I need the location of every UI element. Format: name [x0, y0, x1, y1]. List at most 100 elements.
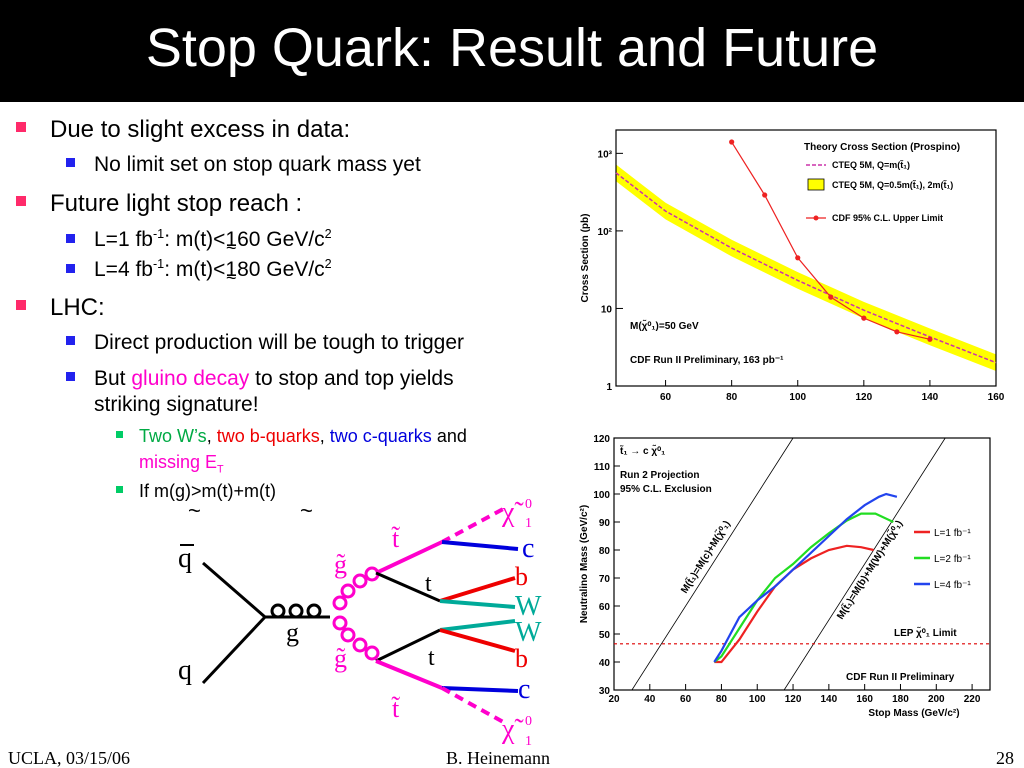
y-tick-label: 50 [599, 630, 611, 641]
annotation-cdf-run: CDF Run II Preliminary, 163 pb⁻¹ [630, 355, 784, 366]
x-tick-label: 60 [660, 392, 672, 403]
y-tick-label: 80 [599, 546, 611, 557]
tilde-mark: ~ [226, 238, 237, 258]
annotation-lep: LEP χ̃⁰₁ Limit [894, 626, 957, 639]
bullet-marker [66, 264, 75, 273]
legend-swatch [807, 178, 825, 191]
x-tick-label: 80 [726, 392, 738, 403]
bullet-marker [116, 431, 123, 438]
neutralino-label-down: χ̃ [501, 714, 524, 745]
bullet-4fb: L=4 fb-1: m(t)<180 GeV/c2 [94, 257, 332, 281]
y-tick-label: 120 [593, 434, 610, 445]
limit-point [861, 315, 867, 321]
bullet-marker [66, 336, 75, 345]
b-line-up [439, 576, 516, 603]
x-tick-label: 80 [716, 694, 728, 705]
tilde-mark: ~ [226, 268, 237, 288]
w-line-down [439, 619, 516, 632]
chart-title: Theory Cross Section (Prospino) [804, 142, 960, 153]
y-axis-label: Cross Section (pb) [580, 214, 591, 303]
x-tick-label: 140 [821, 694, 838, 705]
y-tick-label: 1 [606, 382, 612, 393]
b-label-up: b [515, 562, 528, 591]
neutralino-label-up: χ̃ [501, 497, 524, 528]
chart-background [574, 424, 1022, 724]
bullet-signature-line2: missing ET [139, 452, 224, 476]
x-tick-label: 120 [855, 392, 872, 403]
charm-label-up: c [522, 533, 534, 564]
y-tick-label: 60 [599, 602, 611, 613]
bullet-marker [16, 196, 26, 206]
bullet-lhc: LHC: [50, 294, 105, 321]
theory-uncertainty-band [616, 164, 996, 371]
quark-line-in [201, 615, 267, 685]
limit-point [795, 255, 801, 261]
x-tick-label: 160 [856, 694, 873, 705]
limit-point [894, 329, 900, 335]
bullet-gluino-decay-line2: striking signature! [94, 393, 259, 416]
bullet-gluino-decay: But gluino decay to stop and top yields [94, 367, 454, 390]
limit-point [762, 192, 768, 198]
neutralino-sub: 1 [525, 516, 532, 531]
bullet-mass-condition: If m(g)>m(t)+m(t) [139, 481, 276, 501]
stop-line-down [375, 659, 443, 690]
y-tick-label: 100 [593, 490, 610, 501]
legend-entry: CDF 95% C.L. Upper Limit [832, 213, 943, 223]
exclusion-curve [713, 512, 894, 663]
y-tick-label: 90 [599, 518, 611, 529]
gluon-label: g [286, 618, 299, 647]
y-tick-label: 110 [594, 462, 611, 473]
x-tick-label: 160 [988, 392, 1005, 403]
y-tick-label: 10³ [598, 149, 613, 160]
quark-label: q [178, 655, 192, 686]
bullet-direct-production: Direct production will be tough to trigg… [94, 331, 465, 354]
kinematic-limit-c [631, 437, 794, 691]
exclusion-chart: 20 40 60 80 100 120 140 160 180 200 220 30 40 50 60 70 8… [574, 424, 1022, 724]
limit-point [828, 294, 834, 300]
legend-entry: CTEQ 5M, Q=m(t̃₁) [832, 159, 910, 170]
bullet-excess: Due to slight excess in data: [50, 116, 351, 143]
gluino-label-down: g̃ [334, 644, 347, 673]
gluino-label-up: g̃ [334, 550, 347, 579]
tilde-mark: ~ [188, 498, 201, 523]
w-line-up [439, 599, 516, 609]
exclusion-curve [713, 492, 898, 663]
plot-frame [615, 129, 997, 387]
gluino-line-down [332, 615, 380, 661]
footer-left: UCLA, 03/15/06 [8, 748, 131, 768]
x-axis-label: Stop Mass (GeV/c²) [868, 708, 959, 719]
bullet-marker [16, 300, 26, 310]
stop-label-up: t̃ [391, 524, 400, 553]
bullet-marker [66, 234, 75, 243]
bullet-1fb: L=1 fb-1: m(t)<160 GeV/c2 [94, 227, 332, 251]
antiquark-label: q [178, 543, 192, 574]
b-line-down [439, 628, 516, 653]
top-line-down [375, 628, 441, 663]
annotation-decay: t̃₁ → c χ̃⁰₁ [619, 444, 665, 457]
w-label-down: W [515, 617, 542, 648]
tilde-mark: ~ [300, 498, 313, 523]
x-tick-label: 60 [680, 694, 692, 705]
neutralino-line-down [441, 686, 506, 725]
y-tick-label: 30 [599, 686, 611, 697]
x-tick-label: 220 [964, 694, 981, 705]
bullet-signature: Two W’s, two b-quarks, two c-quarks and [139, 426, 467, 446]
x-tick-label: 100 [789, 392, 806, 403]
y-axis-label: Neutralino Mass (GeV/c²) [579, 505, 590, 623]
charm-line-up [441, 540, 519, 551]
annotation-exclusion: 95% C.L. Exclusion [620, 484, 712, 495]
charm-line-down [441, 686, 519, 693]
top-label-down: t [428, 645, 435, 671]
stop-label-down: t̃ [391, 694, 400, 723]
plot-frame [613, 437, 991, 691]
stop-line-up [375, 540, 443, 575]
neutralino-sup: 0 [525, 497, 532, 512]
bullet-future-reach: Future light stop reach : [50, 190, 303, 217]
legend-entry: L=1 fb⁻¹ [934, 528, 971, 539]
bullet-no-limit: No limit set on stop quark mass yet [94, 153, 421, 176]
bullet-marker [66, 372, 75, 381]
footer-page-number: 28 [996, 748, 1014, 768]
footer-center: B. Heinemann [446, 748, 550, 768]
w-label-up: W [515, 591, 542, 622]
neutralino-sup: 0 [525, 714, 532, 729]
